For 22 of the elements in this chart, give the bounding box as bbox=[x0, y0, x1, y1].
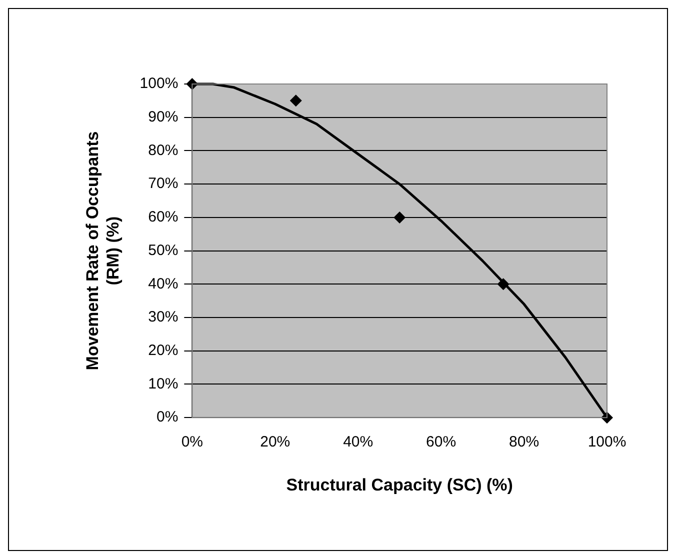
point bbox=[290, 94, 302, 107]
y-tick-label: 0% bbox=[156, 408, 178, 426]
y-axis-title: Movement Rate of Occupants (RM) (%) bbox=[82, 131, 122, 370]
y-tick-label: 100% bbox=[140, 75, 178, 92]
y-tick-label: 10% bbox=[148, 375, 178, 392]
x-tick-label: 60% bbox=[426, 434, 456, 451]
x-axis-title: Structural Capacity (SC) (%) bbox=[286, 475, 513, 494]
y-tick-label: 30% bbox=[148, 308, 178, 326]
y-tick-label: 80% bbox=[148, 142, 178, 159]
x-tick-label: 100% bbox=[588, 434, 626, 451]
y-tick-label: 40% bbox=[148, 275, 178, 292]
x-tick-label: 0% bbox=[181, 434, 204, 451]
y-tick-label: 20% bbox=[148, 342, 178, 360]
y-tick-label: 50% bbox=[148, 242, 178, 259]
point bbox=[394, 211, 406, 224]
point bbox=[497, 278, 510, 290]
x-tick-label: 20% bbox=[260, 434, 290, 451]
x-tick-label: 80% bbox=[509, 434, 540, 451]
y-tick-label: 90% bbox=[148, 108, 178, 126]
x-tick-label: 40% bbox=[343, 434, 374, 451]
y-tick-label: 60% bbox=[148, 208, 178, 226]
y-tick-label: 70% bbox=[148, 175, 178, 192]
